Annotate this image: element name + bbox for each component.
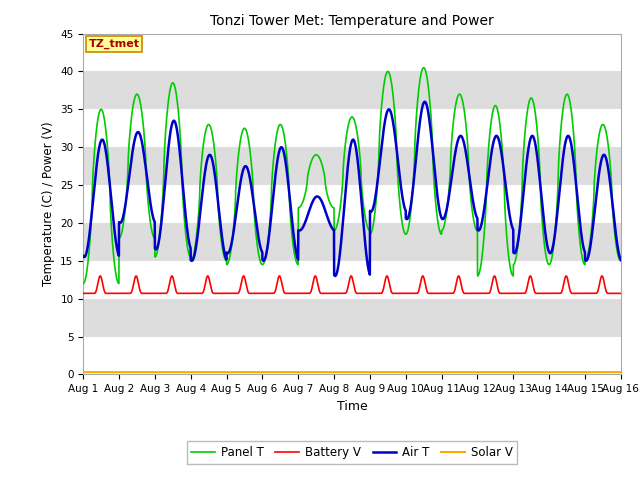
Panel T <box>617 258 625 264</box>
Bar <box>83 147 621 185</box>
Battery V <box>617 290 625 296</box>
Air T <box>230 230 237 236</box>
Bar <box>83 299 621 336</box>
Air T <box>404 214 412 220</box>
X-axis label: Time: Time <box>337 400 367 413</box>
Battery V <box>566 287 573 292</box>
Battery V <box>230 290 237 296</box>
Battery V <box>195 290 202 296</box>
Line: Panel T: Panel T <box>83 68 621 284</box>
Line: Battery V: Battery V <box>83 276 621 293</box>
Panel T <box>617 258 625 264</box>
Panel T <box>420 65 428 71</box>
Air T <box>421 99 429 105</box>
Bar <box>83 223 621 261</box>
Line: Air T: Air T <box>83 102 621 276</box>
Battery V <box>617 290 625 296</box>
Air T <box>414 137 422 143</box>
Panel T <box>79 281 87 287</box>
Solar V <box>79 369 87 375</box>
Air T <box>195 227 202 232</box>
Battery V <box>79 290 87 296</box>
Panel T <box>195 214 202 220</box>
Air T <box>332 273 339 279</box>
Air T <box>566 136 574 142</box>
Text: TZ_tmet: TZ_tmet <box>88 39 140 49</box>
Air T <box>79 253 87 259</box>
Solar V <box>230 369 237 375</box>
Panel T <box>404 226 412 232</box>
Panel T <box>566 98 573 104</box>
Battery V <box>97 273 104 279</box>
Solar V <box>566 369 573 375</box>
Y-axis label: Temperature (C) / Power (V): Temperature (C) / Power (V) <box>42 122 54 286</box>
Battery V <box>414 290 422 296</box>
Air T <box>617 257 625 263</box>
Solar V <box>617 369 625 375</box>
Bar <box>83 72 621 109</box>
Solar V <box>404 369 412 375</box>
Solar V <box>414 369 422 375</box>
Battery V <box>404 290 412 296</box>
Panel T <box>414 97 422 103</box>
Title: Tonzi Tower Met: Temperature and Power: Tonzi Tower Met: Temperature and Power <box>210 14 494 28</box>
Air T <box>617 257 625 263</box>
Solar V <box>195 369 202 375</box>
Solar V <box>616 369 624 375</box>
Panel T <box>230 228 237 234</box>
Legend: Panel T, Battery V, Air T, Solar V: Panel T, Battery V, Air T, Solar V <box>186 442 518 464</box>
